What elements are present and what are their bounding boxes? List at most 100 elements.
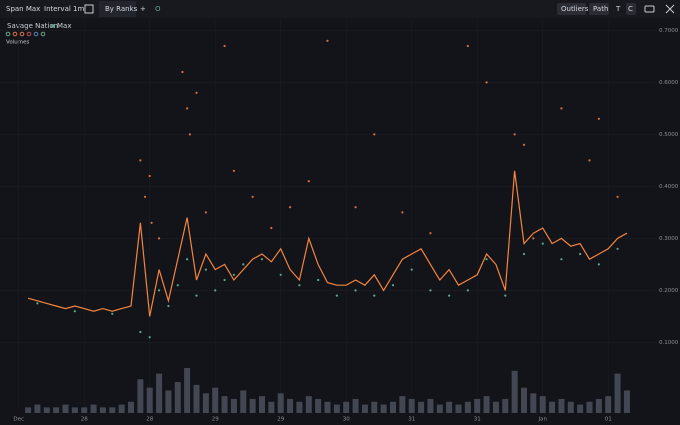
legend-entry[interactable]: Max bbox=[57, 22, 71, 30]
volume-bar bbox=[90, 404, 97, 413]
x-tick-label: 01 bbox=[605, 417, 612, 423]
scatter-point bbox=[504, 294, 507, 297]
ranks-button[interactable]: By Ranks bbox=[105, 5, 138, 13]
scatter-point bbox=[522, 252, 526, 256]
volume-bar bbox=[418, 401, 425, 413]
volume-bar bbox=[202, 393, 209, 413]
volume-bar bbox=[408, 398, 415, 413]
volume-bar bbox=[623, 390, 630, 413]
scatter-point bbox=[204, 211, 207, 214]
scatter-point bbox=[279, 273, 282, 276]
scatter-point bbox=[186, 107, 189, 110]
x-tick-label: 28 bbox=[81, 417, 88, 423]
volume-bar bbox=[427, 398, 434, 413]
interval-button[interactable]: Interval 1m bbox=[44, 5, 84, 13]
c-bg bbox=[626, 3, 636, 15]
volume-bar bbox=[502, 398, 509, 413]
volume-bar bbox=[436, 404, 443, 413]
volume-bar bbox=[174, 382, 181, 413]
scatter-point bbox=[522, 143, 526, 146]
scatter-point bbox=[111, 312, 114, 315]
volume-bar bbox=[146, 387, 153, 413]
scatter-point bbox=[148, 336, 151, 339]
status-button[interactable]: O bbox=[155, 5, 161, 13]
c-button[interactable]: C bbox=[628, 5, 633, 13]
volume-bar bbox=[212, 387, 219, 413]
path-button[interactable]: Path bbox=[593, 5, 608, 13]
volume-bar bbox=[259, 396, 265, 413]
scatter-point bbox=[139, 159, 142, 162]
x-tick-label: 28 bbox=[146, 417, 153, 423]
volume-bar bbox=[305, 396, 312, 413]
volume-bar bbox=[586, 401, 593, 413]
volume-bar bbox=[99, 407, 106, 413]
volume-bar bbox=[558, 398, 565, 413]
scatter-point bbox=[560, 107, 563, 110]
scatter-point bbox=[335, 294, 338, 297]
volume-bar bbox=[446, 401, 453, 413]
volume-bar bbox=[277, 393, 284, 413]
volume-bar bbox=[118, 404, 125, 413]
volume-bar bbox=[539, 396, 546, 413]
scatter-point bbox=[150, 221, 153, 224]
y-tick-label: 0.4000 bbox=[659, 184, 679, 190]
span-button[interactable]: Span Max bbox=[6, 5, 40, 13]
add-button[interactable]: + bbox=[140, 5, 146, 13]
volume-bar bbox=[109, 407, 116, 413]
volume-bar bbox=[492, 401, 499, 413]
volume-bar bbox=[296, 401, 303, 413]
scatter-point bbox=[143, 195, 147, 198]
y-tick-label: 0.2000 bbox=[659, 288, 679, 294]
legend-title: Savage Nation bbox=[7, 22, 58, 30]
scatter-point bbox=[597, 263, 600, 266]
x-tick-label: Jan bbox=[537, 417, 547, 423]
scatter-point bbox=[326, 39, 329, 42]
volume-bar bbox=[399, 396, 406, 413]
scatter-point bbox=[513, 133, 516, 136]
volume-bar bbox=[361, 404, 368, 413]
x-tick-label: 31 bbox=[408, 417, 415, 423]
volume-bar bbox=[184, 368, 191, 413]
scatter-point bbox=[466, 44, 469, 48]
scatter-point bbox=[176, 284, 179, 287]
scatter-point bbox=[373, 133, 376, 136]
volume-bar bbox=[240, 390, 247, 413]
volume-bar bbox=[511, 370, 518, 413]
volume-bar bbox=[81, 407, 88, 413]
fullscreen-button[interactable] bbox=[665, 4, 675, 14]
outliers-button[interactable]: Outliers bbox=[561, 5, 589, 13]
volume-bar bbox=[34, 404, 41, 413]
volume-bar bbox=[230, 398, 237, 413]
scatter-point bbox=[401, 211, 404, 214]
x-tick-label: 30 bbox=[343, 417, 350, 423]
scatter-point bbox=[448, 294, 451, 297]
x-tick-label: 29 bbox=[212, 417, 219, 423]
scatter-point bbox=[410, 268, 413, 271]
scatter-point bbox=[242, 263, 245, 266]
volume-bar bbox=[43, 407, 50, 413]
scatter-point bbox=[73, 310, 76, 313]
volume-bar bbox=[165, 390, 172, 413]
scatter-point bbox=[429, 232, 432, 235]
scatter-point bbox=[260, 258, 264, 261]
t-button[interactable]: T bbox=[615, 5, 621, 13]
toolbar-bg bbox=[0, 0, 680, 18]
scatter-point bbox=[188, 133, 192, 136]
volume-bar bbox=[71, 407, 78, 413]
scatter-point bbox=[317, 278, 320, 282]
scatter-point bbox=[181, 70, 184, 74]
volume-bar bbox=[577, 404, 584, 413]
x-tick-label: Dec bbox=[13, 417, 24, 423]
scatter-point bbox=[354, 289, 357, 292]
volume-bar bbox=[464, 401, 471, 413]
volume-bar bbox=[193, 384, 200, 413]
volume-bar bbox=[530, 393, 537, 413]
volume-bar bbox=[605, 396, 612, 413]
volume-bar bbox=[315, 398, 322, 413]
icon-button[interactable] bbox=[84, 4, 94, 14]
y-tick-label: 0.5000 bbox=[659, 132, 679, 138]
camera-button[interactable] bbox=[644, 5, 655, 13]
